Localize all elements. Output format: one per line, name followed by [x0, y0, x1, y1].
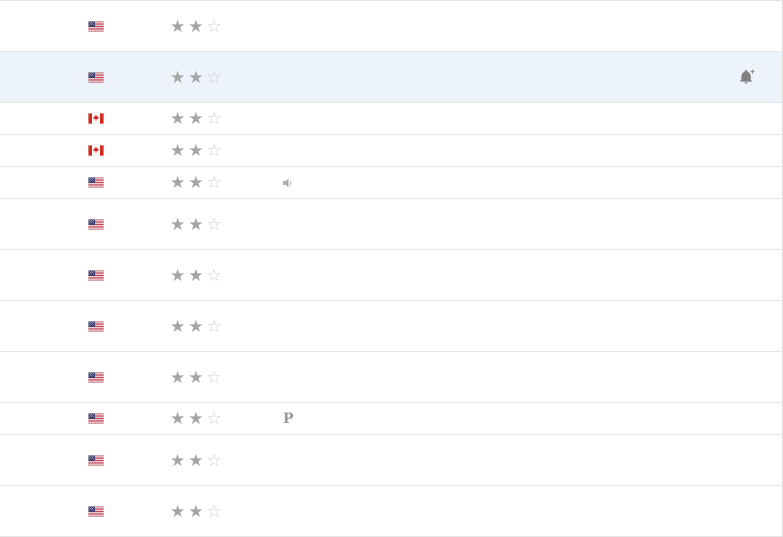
currency-cell: [88, 218, 170, 230]
importance-star-icon: ☆: [206, 109, 222, 128]
us-flag-icon: [88, 71, 104, 83]
importance-star-icon: ★: [170, 409, 186, 428]
currency-cell: [88, 413, 170, 424]
canada-flag-icon: [88, 145, 104, 156]
importance-star-icon: ☆: [206, 367, 222, 387]
calendar-event-row[interactable]: ★ ★ ☆: [0, 52, 782, 103]
importance-star-icon: ☆: [206, 450, 222, 470]
importance-star-icon: ★: [188, 501, 204, 521]
importance-star-icon: ★: [170, 109, 186, 128]
currency-cell: [88, 505, 170, 517]
calendar-event-row[interactable]: ★ ★ ☆: [0, 1, 782, 52]
us-flag-icon: [88, 413, 104, 424]
calendar-event-row[interactable]: ★ ★ ☆: [0, 352, 782, 403]
importance-star-icon: ★: [188, 109, 204, 128]
currency-cell: [88, 320, 170, 332]
add-alert-bell-icon[interactable]: [739, 69, 755, 85]
event-cell: [277, 171, 519, 194]
importance-star-icon: ★: [188, 173, 204, 192]
importance-star-icon: ☆: [206, 214, 222, 234]
currency-cell: [88, 71, 170, 83]
importance-star-icon: ★: [170, 141, 186, 160]
importance-star-icon: ★: [188, 16, 204, 36]
importance-rating: ★ ★ ☆: [170, 142, 277, 159]
importance-star-icon: ★: [170, 367, 186, 387]
importance-star-icon: ★: [170, 67, 186, 87]
calendar-event-row[interactable]: ★ ★ ☆: [0, 199, 782, 250]
importance-star-icon: ★: [188, 450, 204, 470]
calendar-event-row[interactable]: ★ ★ ☆: [0, 435, 782, 486]
event-cell: P: [277, 407, 519, 431]
calendar-event-row[interactable]: ★ ★ ☆: [0, 486, 782, 537]
importance-star-icon: ★: [188, 214, 204, 234]
calendar-event-row[interactable]: ★ ★ ☆: [0, 167, 782, 199]
importance-star-icon: ★: [170, 501, 186, 521]
speech-speaker-icon: [282, 178, 292, 188]
importance-rating: ★ ★ ☆: [170, 216, 277, 233]
importance-star-icon: ☆: [206, 316, 222, 336]
importance-rating: ★ ★ ☆: [170, 174, 277, 191]
importance-star-icon: ☆: [206, 265, 222, 285]
importance-star-icon: ★: [188, 141, 204, 160]
currency-cell: [88, 269, 170, 281]
calendar-event-row[interactable]: ★ ★ ☆: [0, 301, 782, 352]
preliminary-release-icon: P: [283, 410, 294, 427]
us-flag-icon: [88, 218, 104, 230]
calendar-event-row[interactable]: ★ ★ ☆: [0, 135, 782, 167]
importance-star-icon: ★: [170, 265, 186, 285]
importance-star-icon: ★: [170, 173, 186, 192]
importance-rating: ★ ★ ☆: [170, 69, 277, 86]
us-flag-icon: [88, 177, 104, 188]
calendar-event-row[interactable]: ★ ★ ☆ P: [0, 403, 782, 435]
currency-cell: [88, 113, 170, 124]
importance-star-icon: ☆: [206, 141, 222, 160]
importance-star-icon: ★: [188, 316, 204, 336]
us-flag-icon: [88, 454, 104, 466]
importance-rating: ★ ★ ☆: [170, 452, 277, 469]
importance-rating: ★ ★ ☆: [170, 369, 277, 386]
importance-star-icon: ★: [170, 16, 186, 36]
importance-star-icon: ☆: [206, 409, 222, 428]
importance-star-icon: ☆: [206, 16, 222, 36]
importance-star-icon: ★: [188, 409, 204, 428]
importance-rating: ★ ★ ☆: [170, 110, 277, 127]
importance-rating: ★ ★ ☆: [170, 410, 277, 427]
canada-flag-icon: [88, 113, 104, 124]
importance-rating: ★ ★ ☆: [170, 503, 277, 520]
importance-star-icon: ☆: [206, 501, 222, 521]
importance-rating: ★ ★ ☆: [170, 267, 277, 284]
us-flag-icon: [88, 20, 104, 32]
importance-rating: ★ ★ ☆: [170, 18, 277, 35]
importance-star-icon: ★: [188, 265, 204, 285]
currency-cell: [88, 145, 170, 156]
importance-star-icon: ★: [170, 450, 186, 470]
us-flag-icon: [88, 269, 104, 281]
importance-star-icon: ☆: [206, 173, 222, 192]
importance-star-icon: ★: [170, 214, 186, 234]
currency-cell: [88, 454, 170, 466]
calendar-event-row[interactable]: ★ ★ ☆: [0, 103, 782, 135]
importance-star-icon: ★: [188, 67, 204, 87]
importance-star-icon: ★: [170, 316, 186, 336]
currency-cell: [88, 177, 170, 188]
importance-star-icon: ☆: [206, 67, 222, 87]
us-flag-icon: [88, 505, 104, 517]
currency-cell: [88, 20, 170, 32]
alert-cell: [712, 69, 782, 85]
currency-cell: [88, 371, 170, 383]
importance-rating: ★ ★ ☆: [170, 318, 277, 335]
us-flag-icon: [88, 320, 104, 332]
calendar-event-row[interactable]: ★ ★ ☆: [0, 250, 782, 301]
importance-star-icon: ★: [188, 367, 204, 387]
us-flag-icon: [88, 371, 104, 383]
